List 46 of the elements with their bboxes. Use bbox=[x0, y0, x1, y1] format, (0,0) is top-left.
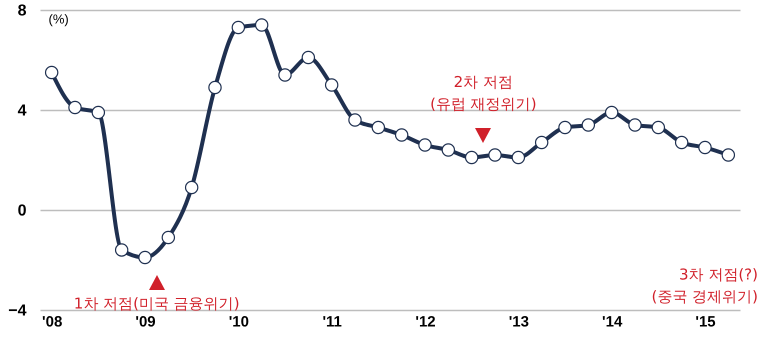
point bbox=[324, 78, 338, 92]
x-tick-label: '14 bbox=[602, 314, 623, 330]
point bbox=[372, 120, 386, 134]
point bbox=[722, 148, 736, 162]
y-axis-title: (%) bbox=[48, 12, 69, 26]
x-tick-label: '11 bbox=[322, 314, 342, 330]
point bbox=[254, 18, 268, 32]
x-tick-label: '08 bbox=[42, 314, 62, 330]
point bbox=[44, 66, 58, 80]
point bbox=[418, 138, 432, 152]
point bbox=[184, 180, 198, 194]
y-tick-label: 4 bbox=[18, 102, 27, 120]
point bbox=[68, 100, 82, 114]
point bbox=[582, 118, 596, 132]
point bbox=[442, 143, 456, 157]
point bbox=[512, 150, 526, 164]
y-tick-label: 0 bbox=[18, 202, 27, 220]
point bbox=[628, 118, 642, 132]
x-tick-label: '13 bbox=[508, 314, 529, 330]
point bbox=[232, 20, 246, 34]
point bbox=[302, 50, 316, 64]
point bbox=[698, 140, 712, 154]
point bbox=[162, 230, 176, 244]
point bbox=[464, 150, 478, 164]
point bbox=[278, 68, 292, 82]
point bbox=[652, 120, 666, 134]
point bbox=[208, 80, 222, 94]
point bbox=[534, 136, 548, 150]
point bbox=[488, 148, 502, 162]
x-tick-label: '12 bbox=[415, 314, 436, 330]
point bbox=[114, 243, 128, 257]
annotation: 3차 저점(?) (중국 경제위기) bbox=[652, 266, 758, 306]
x-tick-label: '09 bbox=[135, 314, 156, 330]
point bbox=[92, 106, 106, 120]
x-tick-label: '10 bbox=[228, 314, 249, 330]
annotation: 1차 저점(미국 금융위기) bbox=[74, 294, 240, 312]
annotation: 2차 저점 (유럽 재정위기) bbox=[430, 73, 537, 113]
point bbox=[138, 250, 152, 264]
point bbox=[348, 113, 362, 127]
point bbox=[604, 106, 618, 120]
y-tick-label: −4 bbox=[8, 302, 27, 320]
point bbox=[394, 128, 408, 142]
y-tick-label: 8 bbox=[18, 2, 27, 20]
point bbox=[674, 136, 688, 150]
point bbox=[558, 120, 572, 134]
x-tick-label: '15 bbox=[695, 314, 716, 330]
